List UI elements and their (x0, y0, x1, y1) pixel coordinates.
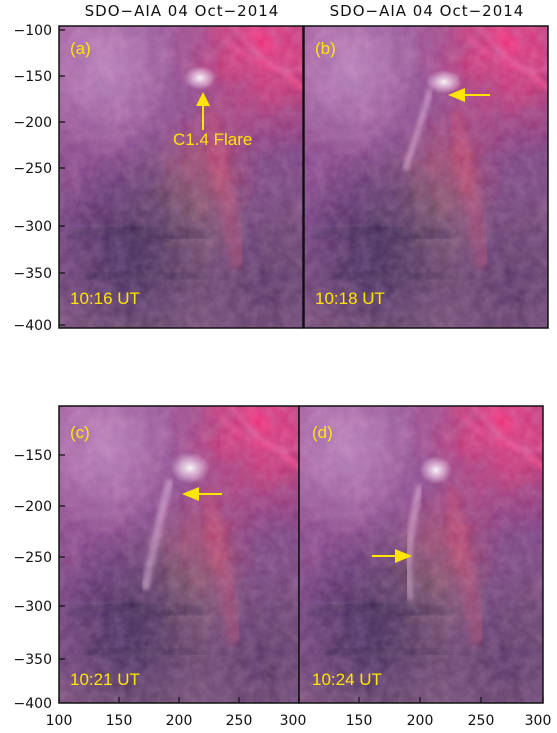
y-tick-label: −350 (14, 266, 52, 282)
y-tick-label: −100 (14, 23, 52, 39)
panel-c-label: (c) (70, 423, 90, 442)
panel-b-label: (b) (315, 39, 336, 58)
panel-d-label: (d) (312, 423, 333, 442)
y-tick-label: −150 (14, 448, 52, 464)
flare-brightening (420, 456, 452, 484)
panel-d-frame (298, 405, 544, 704)
flare-annotation: C1.4 Flare (173, 130, 252, 149)
y-tick-label: −200 (14, 115, 52, 131)
panel-c: (c) 10:21 UT −150 −200 −250 −300 −350 −4… (14, 405, 300, 712)
x-axis: 100 150 200 250 300 150 200 250 300 (46, 697, 552, 729)
y-tick-label: −150 (14, 69, 52, 85)
arrow-left-icon (182, 487, 222, 501)
panel-a: (a) 10:16 UT C1.4 Flare −100 −150 −200 −… (14, 23, 304, 334)
y-tick-label: −250 (14, 550, 52, 566)
arrow-left-icon (448, 88, 490, 102)
x-tick-label: 100 (46, 713, 73, 729)
y-tick-label: −350 (14, 652, 52, 668)
y-tick-label: −400 (14, 696, 52, 712)
panel-c-time: 10:21 UT (70, 670, 140, 689)
flare-brightening (170, 452, 210, 484)
panel-b-frame (303, 25, 549, 329)
y-axis-a: −100 −150 −200 −250 −300 −350 −400 (14, 23, 65, 334)
y-tick-label: −300 (14, 599, 52, 615)
x-tick-label: 250 (468, 713, 495, 729)
x-tick-label: 200 (166, 713, 193, 729)
x-tick-label: 200 (407, 713, 434, 729)
panel-a-time: 10:16 UT (70, 289, 140, 308)
x-tick-label: 150 (346, 713, 373, 729)
x-tick-label: 150 (106, 713, 133, 729)
panel-b-time: 10:18 UT (315, 289, 385, 308)
arrow-right-icon (372, 549, 412, 563)
y-tick-label: −400 (14, 318, 52, 334)
panel-d: (d) 10:24 UT (298, 405, 544, 704)
x-tick-label: 250 (226, 713, 253, 729)
y-axis-c: −150 −200 −250 −300 −350 −400 (14, 448, 65, 712)
y-tick-label: −250 (14, 161, 52, 177)
panel-title-left: SDO−AIA 04 Oct−2014 (85, 2, 280, 20)
panel-b: (b) 10:18 UT (303, 25, 549, 329)
x-tick-label: 300 (525, 713, 552, 729)
panel-a-label: (a) (70, 39, 91, 58)
panel-a-frame (58, 25, 304, 329)
flare-brightening (426, 70, 462, 94)
arrow-up-icon (196, 92, 210, 130)
x-tick-label: 300 (280, 713, 307, 729)
flare-brightening (184, 66, 216, 90)
y-tick-label: −200 (14, 499, 52, 515)
panel-d-time: 10:24 UT (312, 670, 382, 689)
panel-title-right: SDO−AIA 04 Oct−2014 (330, 2, 525, 20)
y-tick-label: −300 (14, 219, 52, 235)
